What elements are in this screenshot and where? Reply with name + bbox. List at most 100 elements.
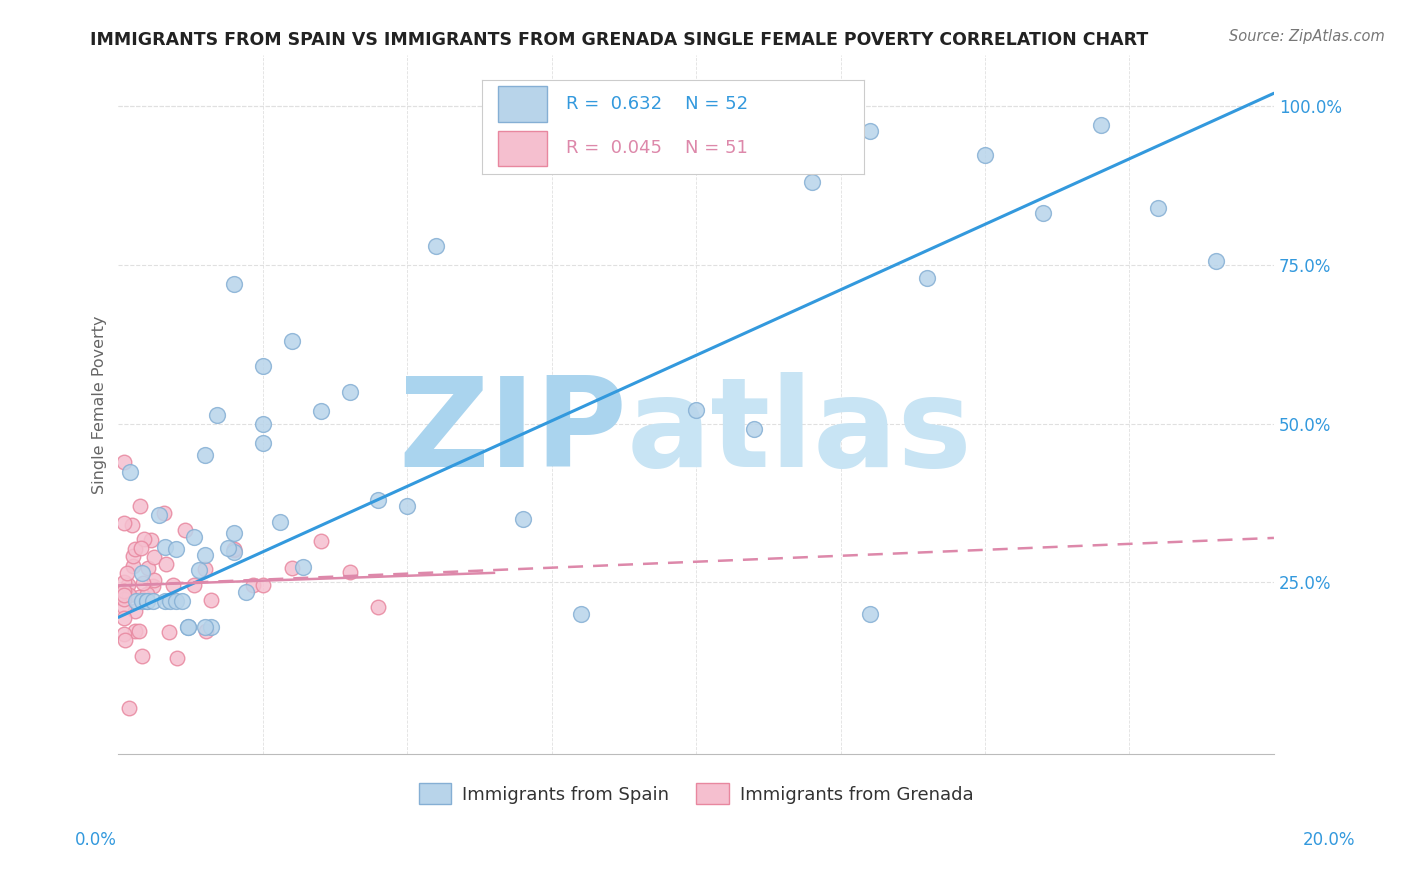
Point — [112, 574, 135, 589]
Point — [112, 455, 135, 469]
Point — [129, 499, 152, 513]
Point — [162, 578, 184, 592]
Point — [367, 492, 389, 507]
Point — [222, 277, 245, 291]
Point — [222, 542, 245, 557]
Point — [183, 531, 205, 545]
Point — [128, 590, 150, 604]
Point — [165, 594, 187, 608]
Point — [166, 650, 188, 665]
Point — [222, 542, 245, 557]
Point — [165, 542, 187, 557]
Point — [153, 594, 176, 608]
Point — [141, 533, 163, 548]
Point — [170, 594, 193, 608]
Point — [112, 588, 135, 602]
Point — [396, 499, 419, 513]
Point — [425, 238, 447, 252]
Point — [112, 611, 135, 625]
Point — [685, 403, 707, 417]
Point — [112, 600, 135, 615]
Point — [252, 359, 274, 374]
Point — [153, 540, 176, 554]
Point — [1032, 206, 1054, 220]
Point — [152, 506, 174, 520]
Point — [159, 594, 181, 608]
Point — [339, 384, 361, 399]
Point — [800, 175, 823, 189]
Point — [569, 607, 592, 621]
Point — [132, 532, 155, 546]
Point — [200, 592, 222, 607]
Point — [142, 594, 165, 608]
Point — [177, 620, 200, 634]
Point — [131, 649, 153, 664]
Point — [142, 579, 165, 593]
Point — [242, 578, 264, 592]
Point — [118, 466, 141, 480]
Point — [121, 518, 143, 533]
Point — [222, 526, 245, 541]
Point — [125, 594, 148, 608]
Y-axis label: Single Female Poverty: Single Female Poverty — [93, 315, 107, 494]
Point — [124, 624, 146, 639]
Point — [217, 541, 239, 555]
Point — [112, 592, 135, 607]
Point — [1147, 201, 1170, 215]
Point — [143, 573, 166, 587]
Text: 0.0%: 0.0% — [75, 831, 117, 849]
Point — [131, 576, 153, 591]
Point — [194, 620, 217, 634]
Point — [112, 584, 135, 599]
Point — [115, 566, 138, 580]
Point — [131, 541, 153, 555]
Point — [118, 701, 141, 715]
Point — [177, 620, 200, 634]
Point — [292, 560, 315, 574]
Point — [194, 562, 217, 576]
Point — [128, 624, 150, 638]
Point — [309, 533, 332, 548]
Point — [112, 626, 135, 640]
Point — [281, 561, 304, 575]
Point — [117, 578, 139, 592]
Point — [112, 516, 135, 531]
Point — [183, 578, 205, 592]
Point — [974, 148, 997, 162]
Point — [122, 559, 145, 574]
Point — [194, 624, 217, 639]
Point — [136, 587, 159, 601]
Point — [194, 549, 217, 563]
Point — [742, 421, 765, 435]
Point — [131, 566, 153, 581]
Point — [269, 515, 291, 529]
Point — [157, 624, 180, 639]
Text: ZIP: ZIP — [398, 372, 627, 493]
Point — [114, 633, 136, 648]
Point — [339, 566, 361, 580]
Point — [194, 448, 217, 462]
Point — [252, 578, 274, 592]
Point — [205, 408, 228, 422]
Point — [858, 607, 880, 621]
Point — [136, 594, 159, 608]
Point — [235, 584, 257, 599]
Point — [131, 594, 153, 608]
Point — [917, 270, 939, 285]
Point — [148, 508, 170, 522]
Point — [155, 557, 177, 571]
Point — [858, 124, 880, 138]
Legend: Immigrants from Spain, Immigrants from Grenada: Immigrants from Spain, Immigrants from G… — [412, 776, 980, 811]
Point — [188, 563, 211, 577]
Point — [143, 550, 166, 565]
Point — [309, 404, 332, 418]
Point — [1205, 253, 1227, 268]
Point — [512, 512, 534, 526]
Text: 20.0%: 20.0% — [1302, 831, 1355, 849]
Text: atlas: atlas — [627, 372, 973, 493]
Point — [252, 435, 274, 450]
Point — [124, 541, 146, 556]
Point — [136, 560, 159, 574]
Point — [118, 588, 141, 602]
Point — [367, 599, 389, 614]
